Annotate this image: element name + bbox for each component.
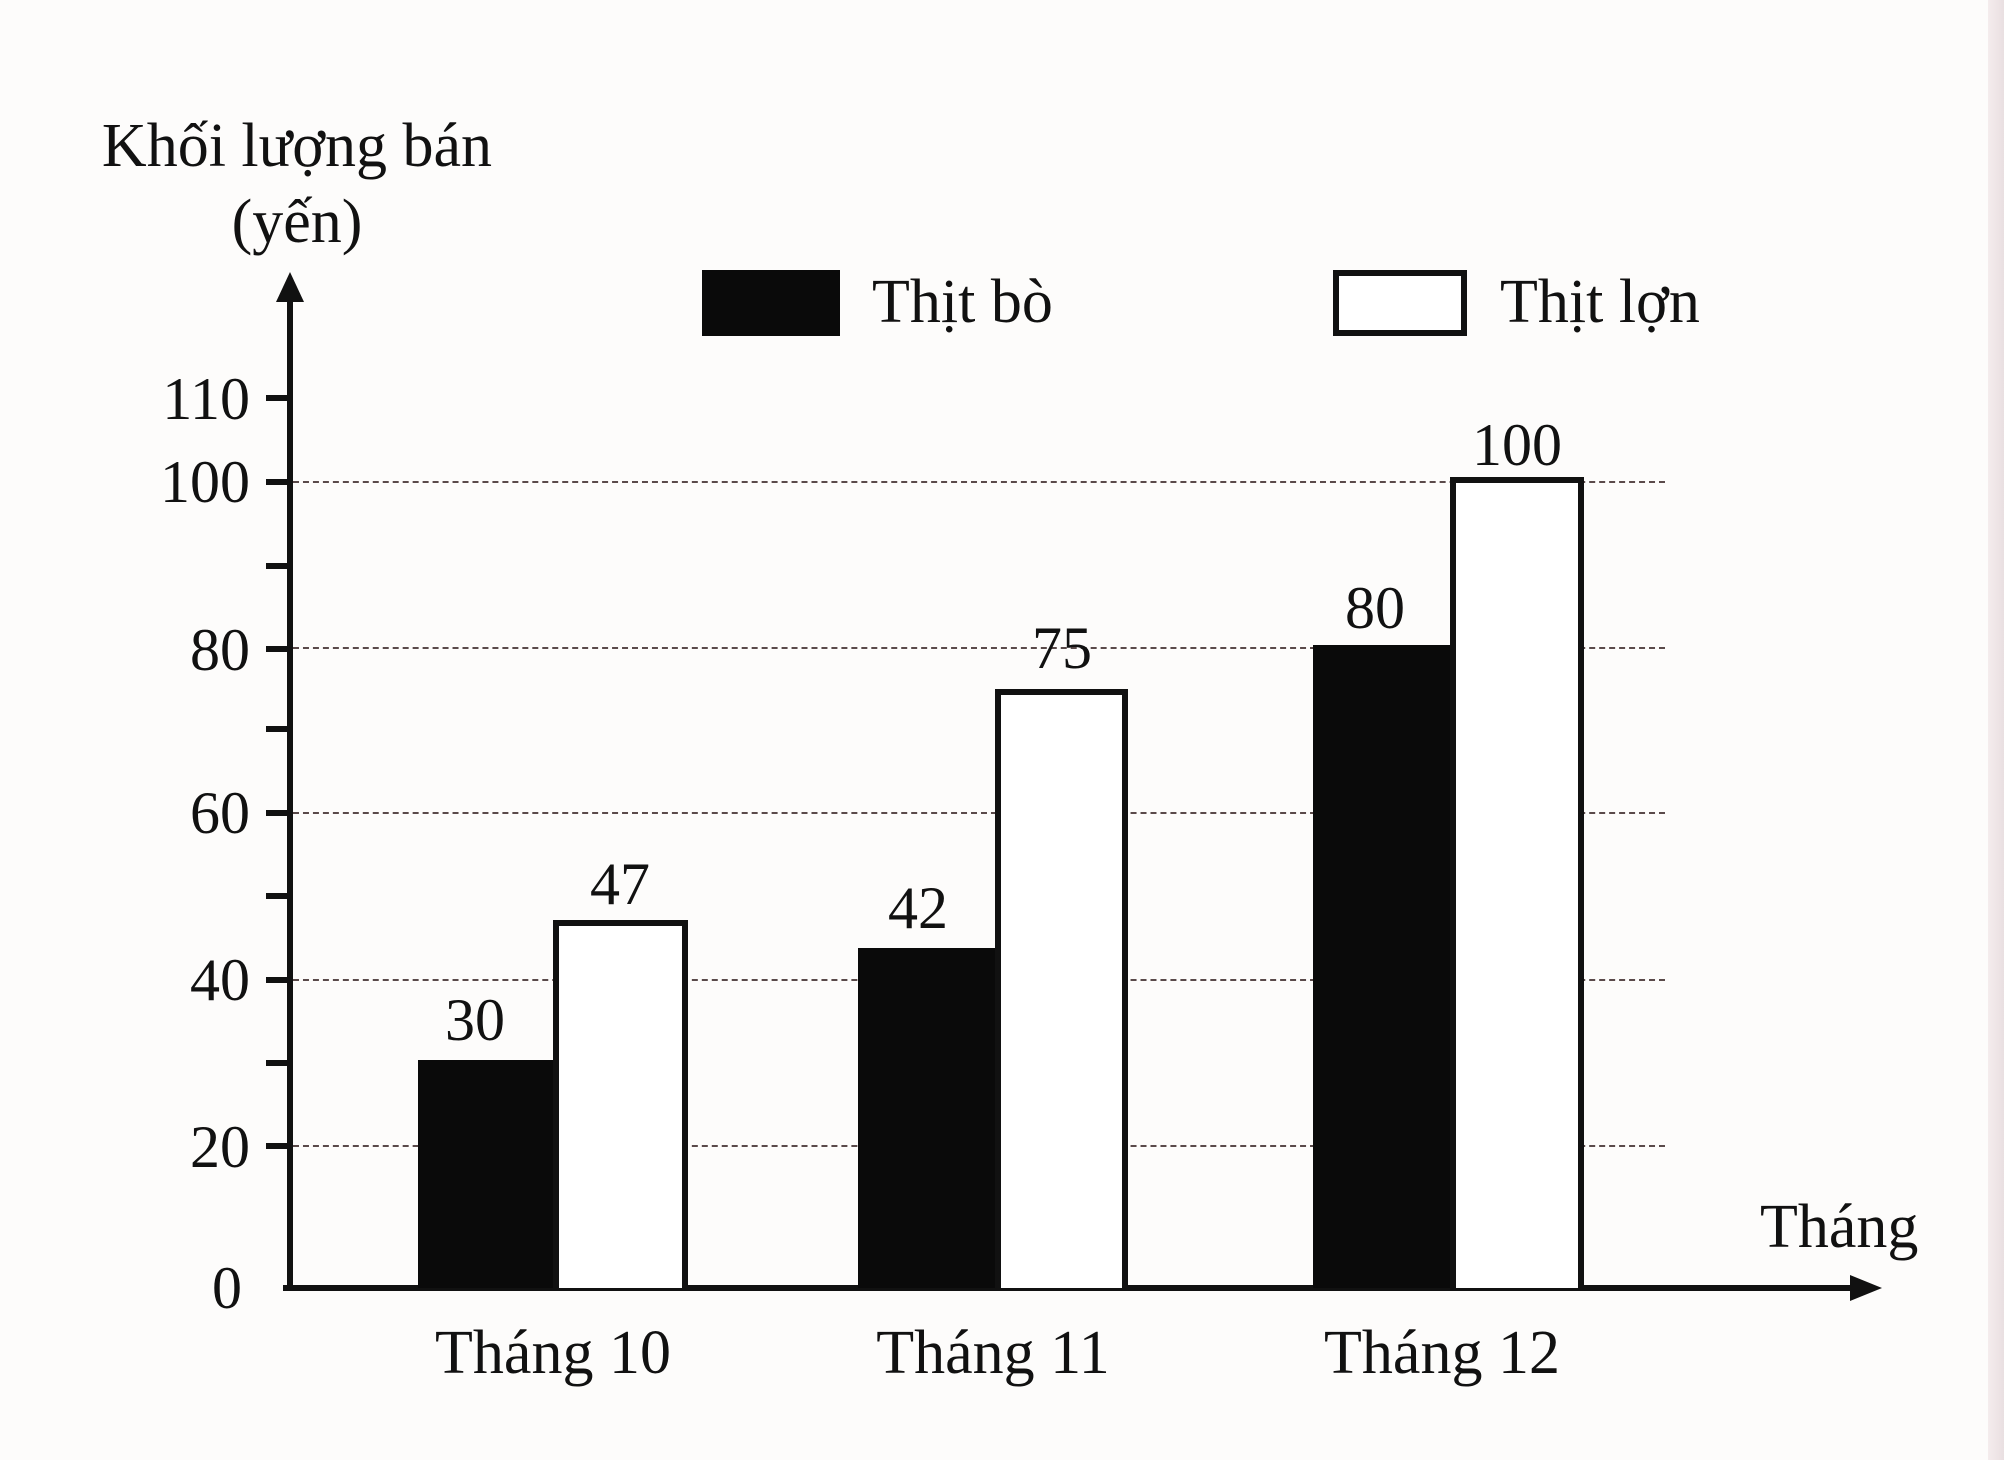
x-axis [283, 1285, 1858, 1291]
y-axis-title-unit: (yến) [231, 188, 363, 256]
value-label-pork-thang-12: 100 [1472, 412, 1562, 478]
tick-110 [266, 395, 290, 401]
legend-label-pork: Thịt lợn [1500, 268, 1700, 336]
y-axis-title-line1: Khối lượng bán [101, 112, 493, 180]
legend-swatch-pork [1333, 270, 1467, 336]
legend-swatch-beef [702, 270, 840, 336]
tick-70 [266, 726, 290, 732]
bar-beef-thang-11 [858, 948, 997, 1288]
bar-pork-thang-10 [553, 920, 688, 1288]
y-axis-arrow-icon [276, 272, 304, 302]
legend-label-beef: Thịt bò [872, 268, 1053, 336]
bar-beef-thang-12 [1313, 645, 1452, 1288]
x-axis-arrow-icon [1850, 1275, 1882, 1301]
tick-label-110: 110 [162, 366, 250, 432]
tick-50 [266, 893, 290, 899]
value-label-pork-thang-10: 47 [590, 851, 650, 917]
tick-label-0: 0 [212, 1255, 242, 1321]
y-axis-title: Khối lượng bán (yến) [62, 108, 532, 260]
tick-20 [266, 1143, 290, 1149]
tick-label-80: 80 [190, 617, 250, 683]
bar-pork-thang-11 [995, 689, 1128, 1288]
tick-label-60: 60 [190, 780, 250, 846]
tick-90 [266, 563, 290, 569]
tick-label-40: 40 [190, 947, 250, 1013]
tick-30 [266, 1060, 290, 1066]
tick-label-20: 20 [190, 1114, 250, 1180]
tick-80 [266, 646, 290, 652]
bar-pork-thang-12 [1450, 477, 1584, 1288]
tick-100 [266, 479, 290, 485]
value-label-beef-thang-10: 30 [445, 987, 505, 1053]
gridline-60 [293, 812, 1665, 814]
bar-beef-thang-10 [418, 1060, 555, 1288]
page-edge-shadow [1988, 0, 2004, 1460]
value-label-pork-thang-11: 75 [1032, 615, 1092, 681]
tick-label-100: 100 [160, 449, 250, 515]
value-label-beef-thang-11: 42 [888, 875, 948, 941]
x-tick-label-thang-11: Tháng 11 [876, 1319, 1110, 1387]
tick-40 [266, 977, 290, 983]
y-axis [287, 290, 293, 1290]
x-axis-title: Tháng [1760, 1193, 1919, 1261]
x-tick-label-thang-10: Tháng 10 [435, 1319, 671, 1387]
value-label-beef-thang-12: 80 [1345, 575, 1405, 641]
tick-60 [266, 810, 290, 816]
gridline-100 [293, 481, 1665, 483]
gridline-80 [293, 647, 1665, 649]
x-tick-label-thang-12: Tháng 12 [1324, 1319, 1560, 1387]
